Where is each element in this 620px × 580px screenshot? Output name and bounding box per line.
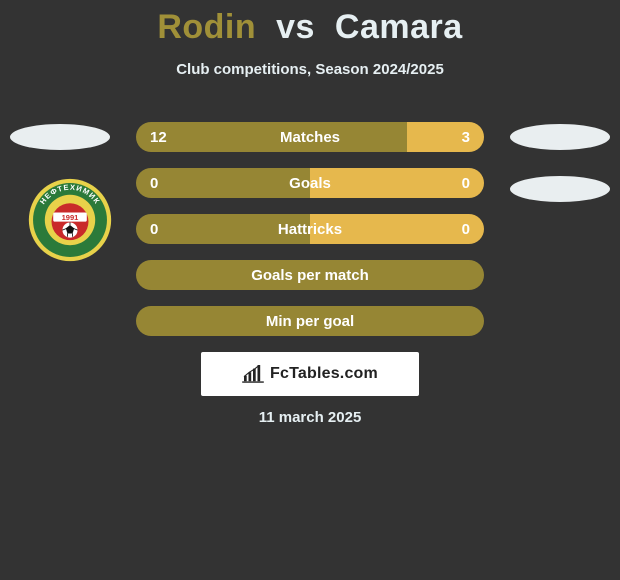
stat-left-value: 12	[150, 129, 167, 146]
stat-bar-right-seg: 3	[407, 122, 484, 152]
stat-bar-full-seg	[136, 306, 484, 336]
stat-bar: 00Goals	[136, 168, 484, 198]
generated-date: 11 march 2025	[0, 409, 620, 426]
stat-bar-full-seg	[136, 260, 484, 290]
widget-root: Rodin vs Camara Club competitions, Seaso…	[0, 0, 620, 580]
stat-bar-left-seg: 0	[136, 214, 310, 244]
bar-chart-icon	[242, 365, 264, 383]
player1-avatar-placeholder	[10, 124, 110, 150]
stat-bar-right-seg: 0	[310, 214, 484, 244]
stat-bar-left-seg: 12	[136, 122, 407, 152]
stat-right-value: 0	[462, 221, 470, 238]
stat-bar-right-seg: 0	[310, 168, 484, 198]
title-vs: vs	[276, 8, 315, 46]
title: Rodin vs Camara	[0, 0, 620, 47]
crest-icon: НЕФТЕХИМИК 1991	[28, 178, 112, 262]
player1-club-crest: НЕФТЕХИМИК 1991	[28, 178, 112, 262]
stat-right-value: 0	[462, 175, 470, 192]
brand-logo[interactable]: FcTables.com	[201, 352, 419, 396]
stat-bar: Min per goal	[136, 306, 484, 336]
brand-text: FcTables.com	[270, 365, 378, 383]
stat-bar: Goals per match	[136, 260, 484, 290]
stat-bar: 123Matches	[136, 122, 484, 152]
title-player2: Camara	[335, 8, 463, 46]
subtitle: Club competitions, Season 2024/2025	[0, 61, 620, 78]
stat-bar: 00Hattricks	[136, 214, 484, 244]
crest-year: 1991	[62, 213, 79, 222]
player2-club-placeholder	[510, 176, 610, 202]
stat-right-value: 3	[462, 129, 470, 146]
stat-left-value: 0	[150, 221, 158, 238]
player2-avatar-placeholder	[510, 124, 610, 150]
stat-bars: 123Matches00Goals00HattricksGoals per ma…	[136, 122, 484, 352]
title-player1: Rodin	[157, 8, 256, 46]
stat-bar-left-seg: 0	[136, 168, 310, 198]
stat-left-value: 0	[150, 175, 158, 192]
